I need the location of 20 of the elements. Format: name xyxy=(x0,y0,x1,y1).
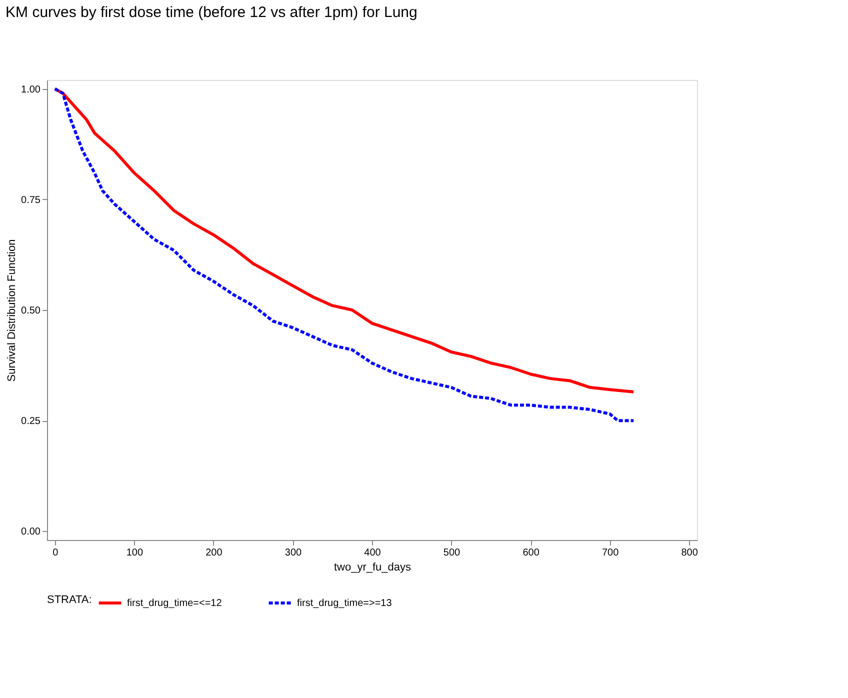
legend-label: first_drug_time=>=13 xyxy=(297,598,392,609)
x-tick-label: 800 xyxy=(681,548,698,558)
y-axis-title: Survival Distribution Function xyxy=(6,239,18,382)
x-tick-label: 0 xyxy=(52,548,59,558)
x-tick-label: 200 xyxy=(206,548,223,558)
x-tick-label: 600 xyxy=(522,548,540,558)
y-tick-label: 0.00 xyxy=(21,526,41,538)
legend-label: first_drug_time=<=12 xyxy=(127,598,222,609)
x-tick-label: 400 xyxy=(364,548,382,558)
x-tick-label: 500 xyxy=(443,548,461,558)
x-tick-label: 700 xyxy=(602,548,620,558)
y-tick-label: 1.00 xyxy=(21,84,41,96)
x-axis-title: two_yr_fu_days xyxy=(334,562,412,574)
y-tick-label: 0.75 xyxy=(21,194,41,206)
chart-title: KM curves by first dose time (before 12 vs after 1pm) for Lung xyxy=(6,4,418,21)
y-tick-label: 0.25 xyxy=(21,416,41,428)
legend-title: STRATA: xyxy=(47,594,92,606)
x-tick-label: 300 xyxy=(284,548,302,558)
x-tick-label: 100 xyxy=(126,548,144,558)
y-tick-label: 0.50 xyxy=(21,306,41,316)
